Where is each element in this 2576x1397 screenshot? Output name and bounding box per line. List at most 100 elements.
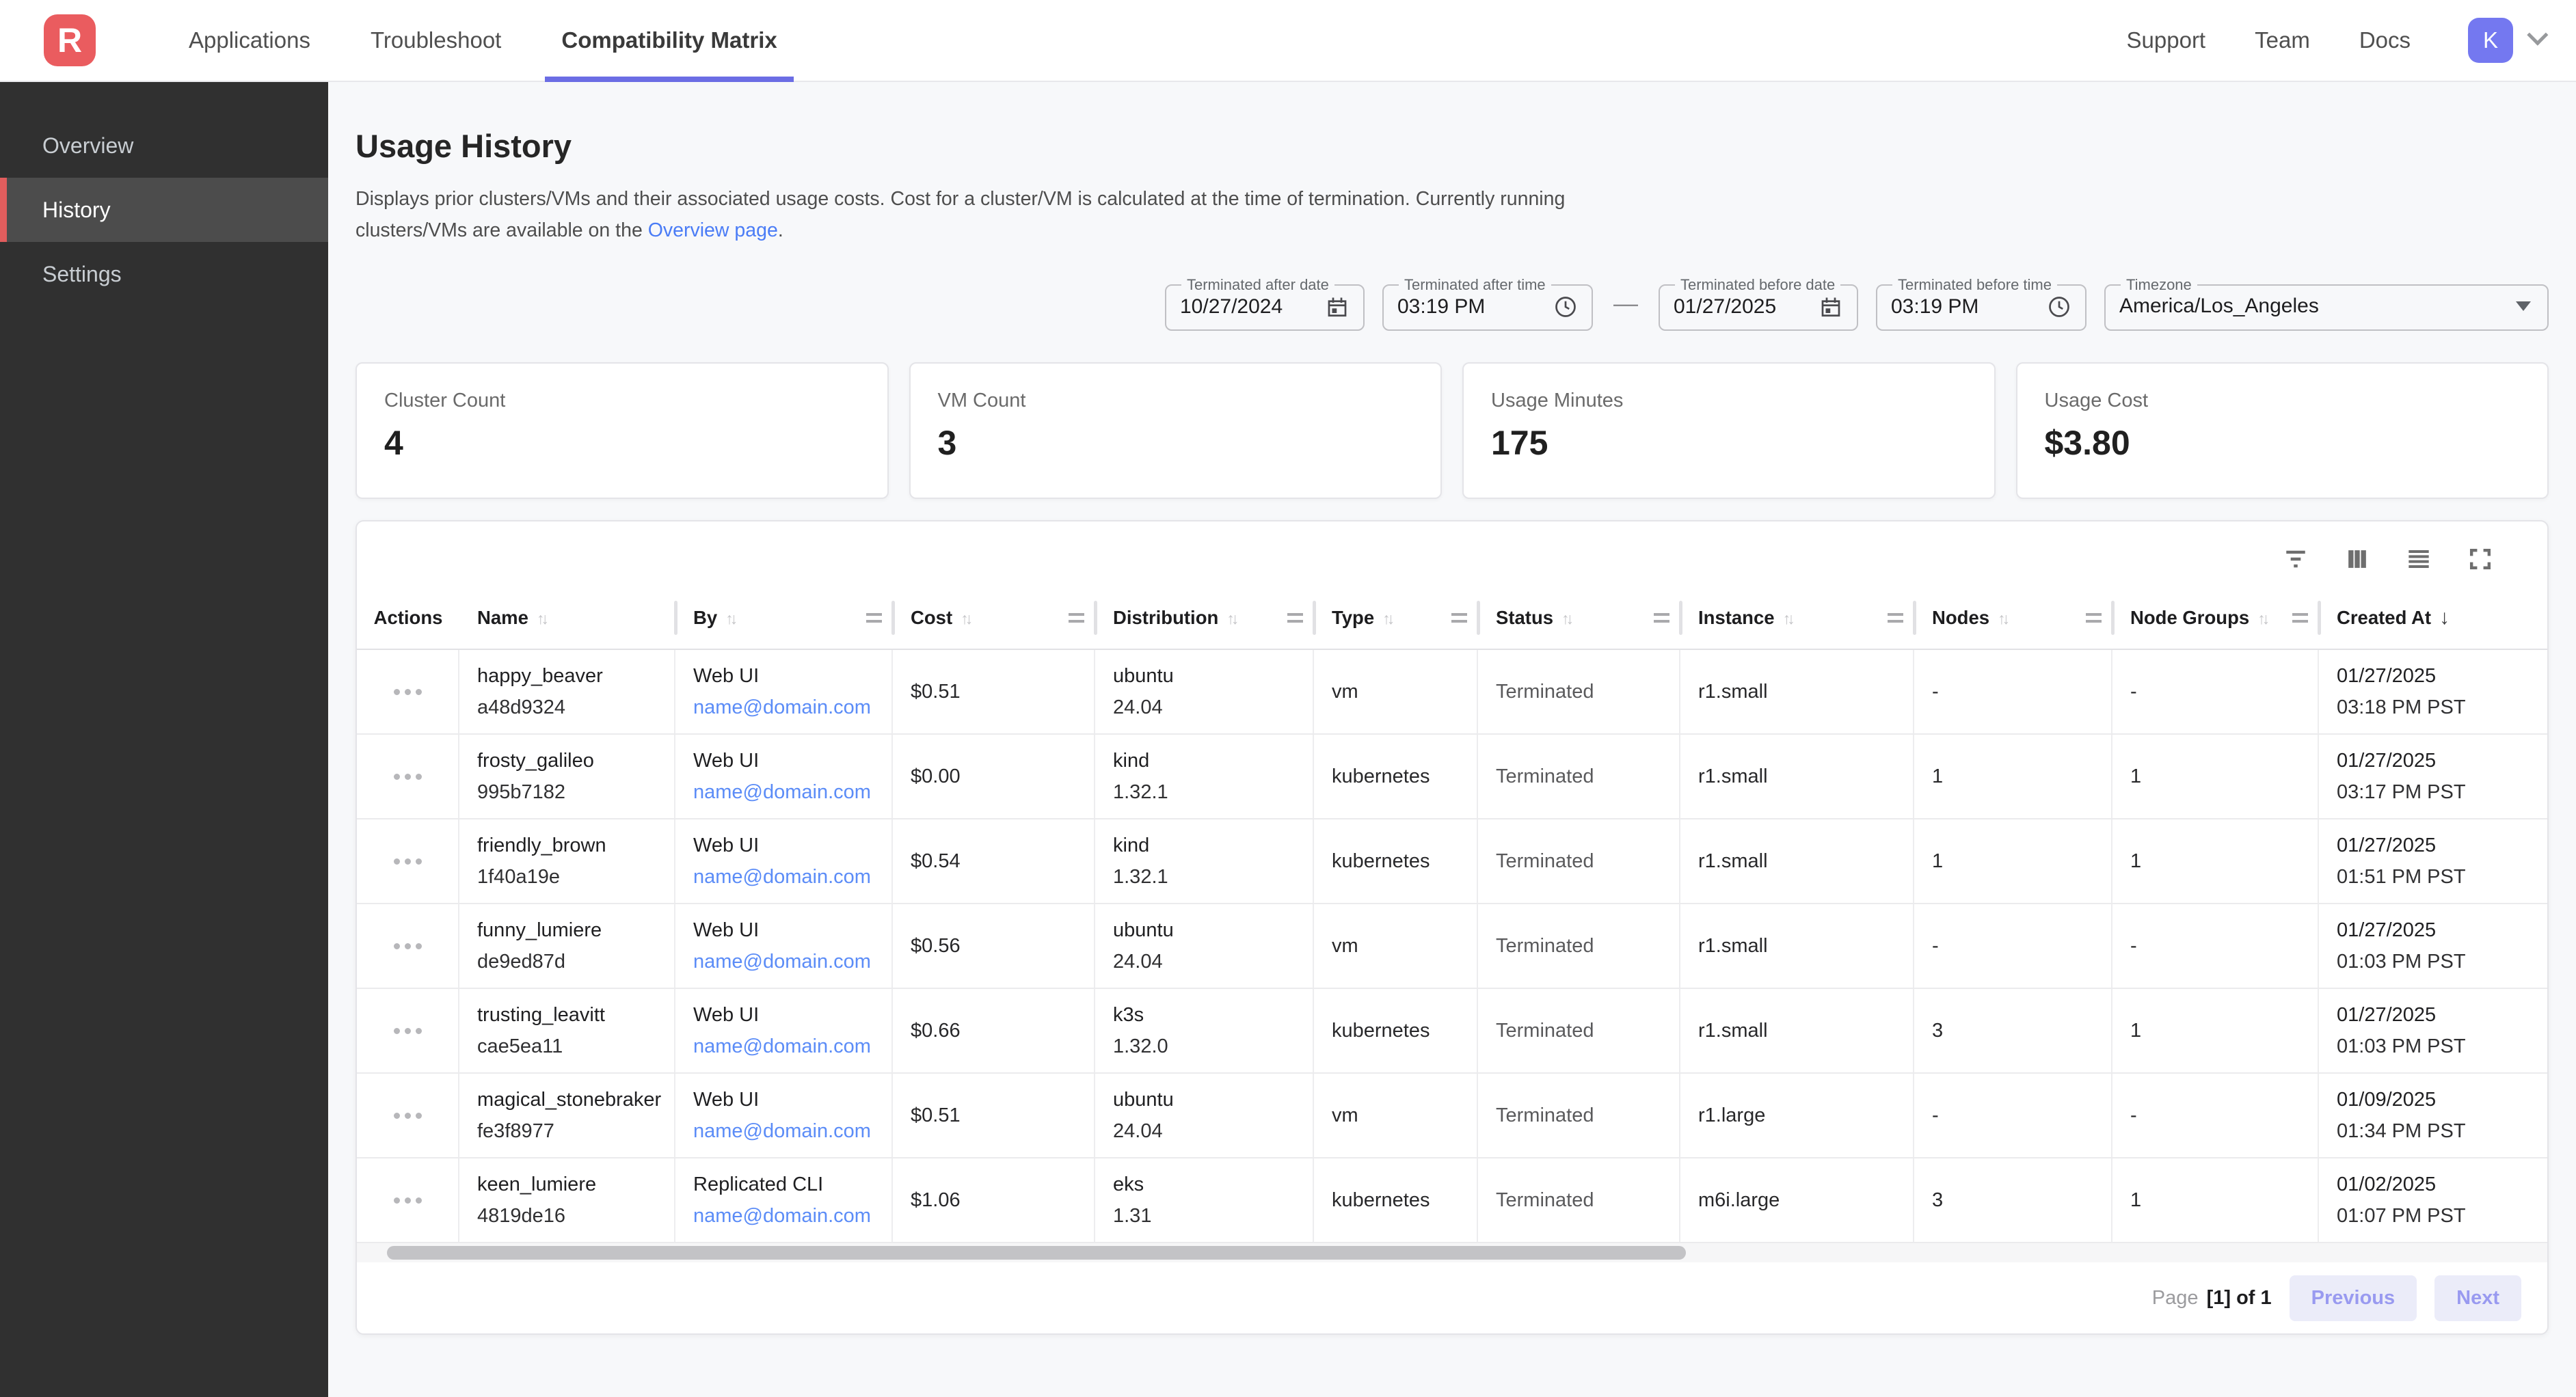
row-actions-button[interactable] xyxy=(387,1191,429,1210)
created-date: 01/27/2025 xyxy=(2337,835,2547,857)
sort-arrows-icon xyxy=(1783,607,1792,629)
row-actions-button[interactable] xyxy=(387,1021,429,1041)
columns-icon[interactable] xyxy=(2342,544,2372,574)
cell-name: frosty_galileo 995b7182 xyxy=(459,735,675,818)
sidebar-item[interactable]: Overview xyxy=(0,113,328,178)
cell-cost: $1.06 xyxy=(893,1158,1095,1242)
table-column-header[interactable]: Actions xyxy=(357,587,459,649)
nav-link[interactable]: Support xyxy=(2127,27,2206,53)
cell-actions xyxy=(357,904,459,988)
table-column-header[interactable]: Node Groups xyxy=(2112,587,2319,649)
nav-tab-label: Compatibility Matrix xyxy=(561,27,777,53)
filter-field[interactable]: Terminated before date 01/27/2025 xyxy=(1659,276,1858,331)
cell-node-groups: 1 xyxy=(2112,819,2319,903)
row-actions-button[interactable] xyxy=(387,936,429,956)
by-source: Web UI xyxy=(693,665,891,688)
row-actions-button[interactable] xyxy=(387,767,429,787)
cluster-name: friendly_brown xyxy=(477,835,674,857)
by-email-link[interactable]: name@domain.com xyxy=(693,781,891,804)
account-menu[interactable]: K xyxy=(2468,18,2543,63)
row-actions-button[interactable] xyxy=(387,852,429,871)
filter-field[interactable]: Terminated after time 03:19 PM xyxy=(1382,276,1593,331)
nav-tab-label: Applications xyxy=(189,27,310,53)
cell-cost: $0.51 xyxy=(893,1074,1095,1157)
cell-nodes: 3 xyxy=(1914,989,2112,1072)
by-email-link[interactable]: name@domain.com xyxy=(693,1120,891,1143)
cell-actions xyxy=(357,735,459,818)
table-column-header[interactable]: Status xyxy=(1478,587,1680,649)
table-column-header[interactable]: Nodes xyxy=(1914,587,2112,649)
cluster-name: magical_stonebraker xyxy=(477,1089,674,1111)
row-actions-button[interactable] xyxy=(387,1106,429,1126)
by-email-link[interactable]: name@domain.com xyxy=(693,866,891,889)
cluster-id: 995b7182 xyxy=(477,781,674,804)
distribution-version: 24.04 xyxy=(1113,696,1313,719)
dot-icon xyxy=(394,1113,400,1119)
chevron-down-icon[interactable] xyxy=(2527,25,2548,46)
sidebar-item-label: Settings xyxy=(42,262,122,287)
timezone-select[interactable]: Timezone America/Los_Angeles xyxy=(2104,276,2549,331)
overview-page-link[interactable]: Overview page xyxy=(648,219,778,241)
cluster-name: keen_lumiere xyxy=(477,1174,674,1196)
previous-page-button[interactable]: Previous xyxy=(2290,1275,2417,1321)
column-menu-icon[interactable] xyxy=(1287,613,1303,623)
cell-instance: r1.small xyxy=(1680,650,1914,733)
nav-tab[interactable]: Troubleshoot xyxy=(340,0,531,81)
cell-distribution: k3s 1.32.0 xyxy=(1095,989,1314,1072)
created-time: 03:17 PM PST xyxy=(2337,781,2547,804)
column-menu-icon[interactable] xyxy=(1069,613,1084,623)
row-actions-button[interactable] xyxy=(387,682,429,702)
next-page-button[interactable]: Next xyxy=(2434,1275,2521,1321)
table-column-header[interactable]: Name xyxy=(459,587,675,649)
created-time: 01:34 PM PST xyxy=(2337,1120,2547,1143)
nav-tab[interactable]: Compatibility Matrix xyxy=(531,0,807,81)
column-menu-icon[interactable] xyxy=(2086,613,2102,623)
sort-arrows-icon xyxy=(537,607,546,629)
date-range-separator: — xyxy=(1611,289,1641,318)
nav-tab[interactable]: Applications xyxy=(159,0,340,81)
cell-by: Replicated CLI name@domain.com xyxy=(675,1158,893,1242)
by-email-link[interactable]: name@domain.com xyxy=(693,696,891,719)
cell-nodes: 3 xyxy=(1914,1158,2112,1242)
horizontal-scrollbar-track[interactable] xyxy=(357,1243,2547,1262)
avatar[interactable]: K xyxy=(2468,18,2513,63)
table-column-header[interactable]: By xyxy=(675,587,893,649)
cluster-id: cae5ea11 xyxy=(477,1035,674,1058)
nav-link[interactable]: Docs xyxy=(2359,27,2411,53)
table-column-header[interactable]: Instance xyxy=(1680,587,1914,649)
table-column-header[interactable]: Type xyxy=(1314,587,1478,649)
cell-created-at: 01/27/2025 01:03 PM PST xyxy=(2319,989,2547,1072)
table-column-header[interactable]: Distribution xyxy=(1095,587,1314,649)
by-source: Replicated CLI xyxy=(693,1174,891,1196)
cell-node-groups: - xyxy=(2112,1074,2319,1157)
dot-icon xyxy=(405,858,411,865)
by-email-link[interactable]: name@domain.com xyxy=(693,951,891,973)
filter-icon[interactable] xyxy=(2281,544,2311,574)
filter-field[interactable]: Terminated before time 03:19 PM xyxy=(1876,276,2087,331)
replicated-logo[interactable]: R xyxy=(44,14,96,66)
column-menu-icon[interactable] xyxy=(1654,613,1669,623)
sidebar-item[interactable]: History xyxy=(0,178,328,242)
by-email-link[interactable]: name@domain.com xyxy=(693,1205,891,1228)
column-menu-icon[interactable] xyxy=(1888,613,1903,623)
horizontal-scrollbar-thumb[interactable] xyxy=(387,1246,1686,1260)
table-column-header[interactable]: Created At xyxy=(2319,587,2547,649)
cell-cost: $0.66 xyxy=(893,989,1095,1072)
column-menu-icon[interactable] xyxy=(1451,613,1467,623)
by-source: Web UI xyxy=(693,919,891,942)
fullscreen-icon[interactable] xyxy=(2465,544,2495,574)
cluster-name: funny_lumiere xyxy=(477,919,674,942)
cluster-id: fe3f8977 xyxy=(477,1120,674,1143)
filter-field-label: Terminated before time xyxy=(1892,276,2057,294)
column-menu-icon[interactable] xyxy=(2292,613,2308,623)
column-menu-icon[interactable] xyxy=(866,613,882,623)
sort-arrows-icon xyxy=(1561,607,1570,629)
stat-value: 175 xyxy=(1491,423,1967,463)
density-icon[interactable] xyxy=(2404,544,2434,574)
by-email-link[interactable]: name@domain.com xyxy=(693,1035,891,1058)
filter-field[interactable]: Terminated after date 10/27/2024 xyxy=(1165,276,1365,331)
table-column-header[interactable]: Cost xyxy=(893,587,1095,649)
sidebar-item[interactable]: Settings xyxy=(0,242,328,306)
nav-link[interactable]: Team xyxy=(2255,27,2310,53)
distribution-name: ubuntu xyxy=(1113,919,1313,942)
